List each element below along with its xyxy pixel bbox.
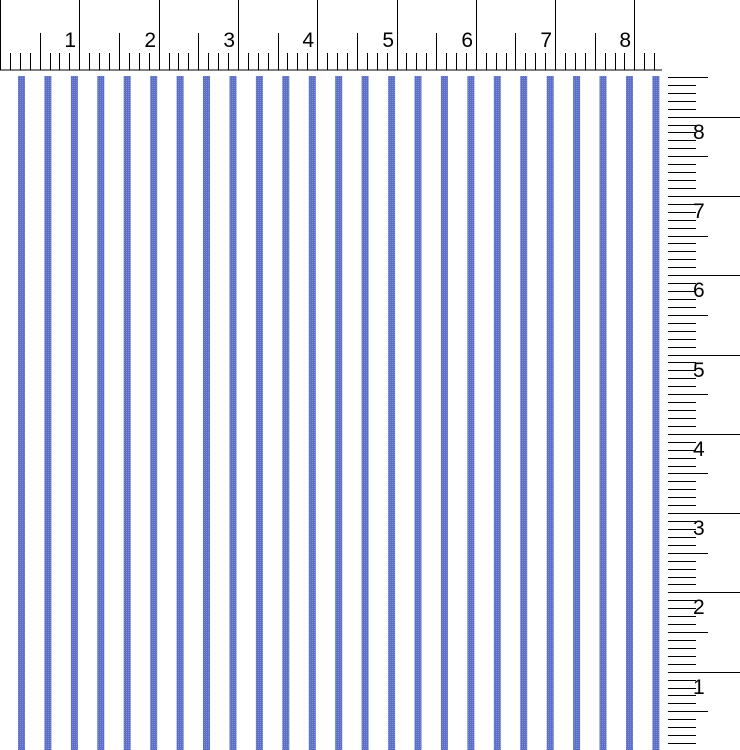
stripe [626, 76, 633, 750]
stripe [335, 76, 343, 750]
stripe [44, 76, 52, 750]
ruler-label: 6 [693, 279, 705, 302]
ruler-label: 6 [461, 29, 473, 52]
stripe-pattern [18, 76, 660, 750]
stripe [255, 76, 263, 750]
ruler-label: 5 [382, 29, 394, 52]
stripe [361, 76, 369, 750]
stripe [150, 76, 158, 750]
ruler-label: 2 [693, 596, 705, 619]
stripe [467, 76, 475, 750]
stripe [546, 76, 554, 750]
stripe [440, 76, 448, 750]
stripe [97, 76, 105, 750]
stripe [203, 76, 210, 750]
stripe [282, 76, 290, 750]
ruler-label: 7 [693, 200, 705, 223]
ruler-label: 4 [693, 438, 705, 461]
stripe [176, 76, 184, 750]
stripe [652, 76, 660, 750]
stripe [229, 76, 237, 750]
ruler-label: 1 [64, 29, 76, 52]
stripe [123, 76, 131, 750]
ruler-label: 2 [144, 29, 156, 52]
ruler-label: 3 [693, 517, 705, 540]
stripe [308, 76, 316, 750]
ruler-label: 3 [223, 29, 235, 52]
stripe [599, 76, 607, 750]
stripe [520, 76, 528, 750]
ruler-label: 7 [540, 29, 552, 52]
ruler-label: 4 [302, 29, 314, 52]
right-ruler: 8 7 6 5 4 3 2 1 [668, 77, 740, 744]
ruler-label: 1 [693, 676, 705, 699]
ruler-label: 5 [693, 359, 705, 382]
ruler-label: 8 [693, 121, 705, 144]
stripe [493, 76, 501, 750]
top-ruler: 1 2 3 4 5 6 7 8 [0, 0, 662, 71]
stripe [573, 76, 581, 750]
ruler-label: 8 [619, 29, 631, 52]
stripe [70, 76, 78, 750]
stripe [18, 76, 25, 750]
stripe [414, 76, 422, 750]
stripe [388, 76, 396, 750]
